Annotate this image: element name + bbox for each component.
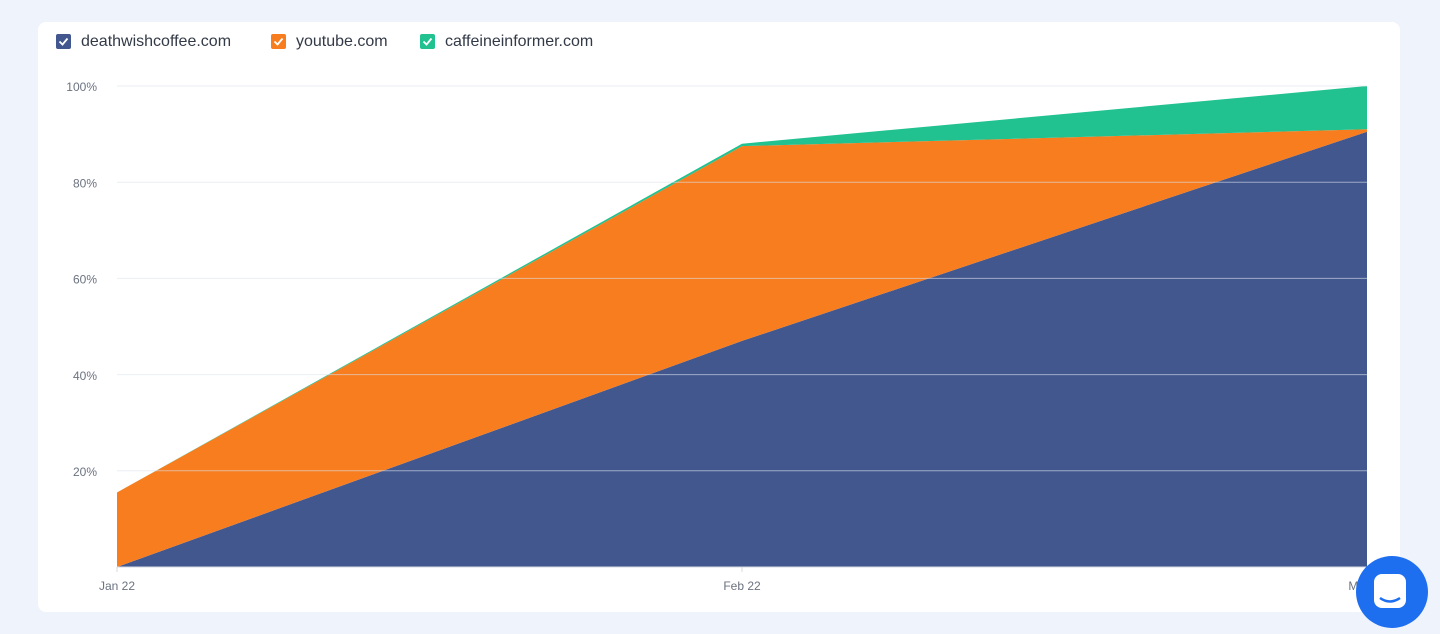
legend-label: caffeineinformer.com bbox=[445, 33, 593, 50]
legend-label: youtube.com bbox=[296, 33, 388, 50]
y-tick-label: 100% bbox=[66, 80, 97, 94]
area bbox=[117, 86, 1367, 493]
legend-label: deathwishcoffee.com bbox=[81, 33, 231, 50]
legend-swatch bbox=[271, 34, 286, 49]
area bbox=[117, 131, 1367, 567]
legend-check bbox=[273, 37, 284, 46]
y-tick-label: 20% bbox=[73, 465, 97, 479]
y-tick-label: 60% bbox=[73, 273, 97, 287]
chat-button[interactable] bbox=[1356, 556, 1428, 628]
x-tick-label: Feb 22 bbox=[723, 579, 761, 593]
area bbox=[117, 129, 1367, 568]
legend-swatch bbox=[56, 34, 71, 49]
y-tick-label: 40% bbox=[73, 369, 97, 383]
chat-icon bbox=[1374, 574, 1406, 608]
chat-smile bbox=[1379, 596, 1401, 603]
legend-check bbox=[422, 37, 433, 46]
legend-check bbox=[58, 37, 69, 46]
y-tick-label: 80% bbox=[73, 176, 97, 190]
legend-swatch bbox=[420, 34, 435, 49]
x-tick-label: Jan 22 bbox=[99, 579, 135, 593]
